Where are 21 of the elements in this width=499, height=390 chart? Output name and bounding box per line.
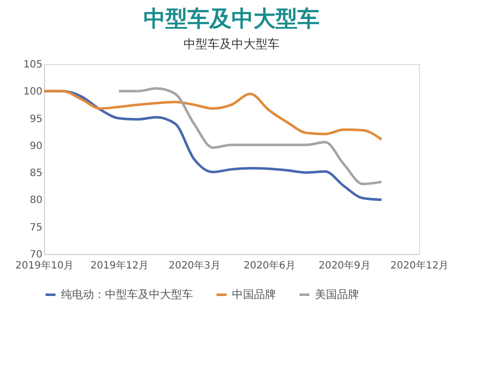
x-tick-label: 2020年6月: [244, 260, 296, 272]
y-tick-label: 105: [23, 60, 42, 70]
chart-title: 中型车及中大型车: [144, 6, 320, 32]
legend-label: 中国品牌: [232, 288, 276, 301]
legend-label: 纯电动：中型车及中大型车: [61, 288, 193, 301]
chart-subtitle: 中型车及中大型车: [184, 37, 280, 51]
y-tick-label: 75: [30, 222, 42, 234]
y-tick-label: 80: [30, 195, 42, 206]
x-tick-label: 2020年9月: [318, 260, 370, 272]
y-tick-label: 90: [30, 140, 42, 152]
y-tick-label: 70: [30, 250, 42, 260]
line-series: [42, 90, 383, 141]
x-tick-label: 2019年12月: [90, 260, 149, 272]
y-tick-label: 85: [30, 168, 42, 180]
x-tick-label: 2019年10月: [15, 260, 74, 272]
y-tick-label: 100: [23, 86, 42, 98]
x-tick-label: 2020年12月: [390, 260, 449, 272]
legend-label: 美国品牌: [315, 288, 359, 301]
line-series: [118, 87, 383, 186]
x-tick-label: 2020年3月: [168, 260, 220, 272]
y-tick-label: 95: [30, 114, 42, 125]
